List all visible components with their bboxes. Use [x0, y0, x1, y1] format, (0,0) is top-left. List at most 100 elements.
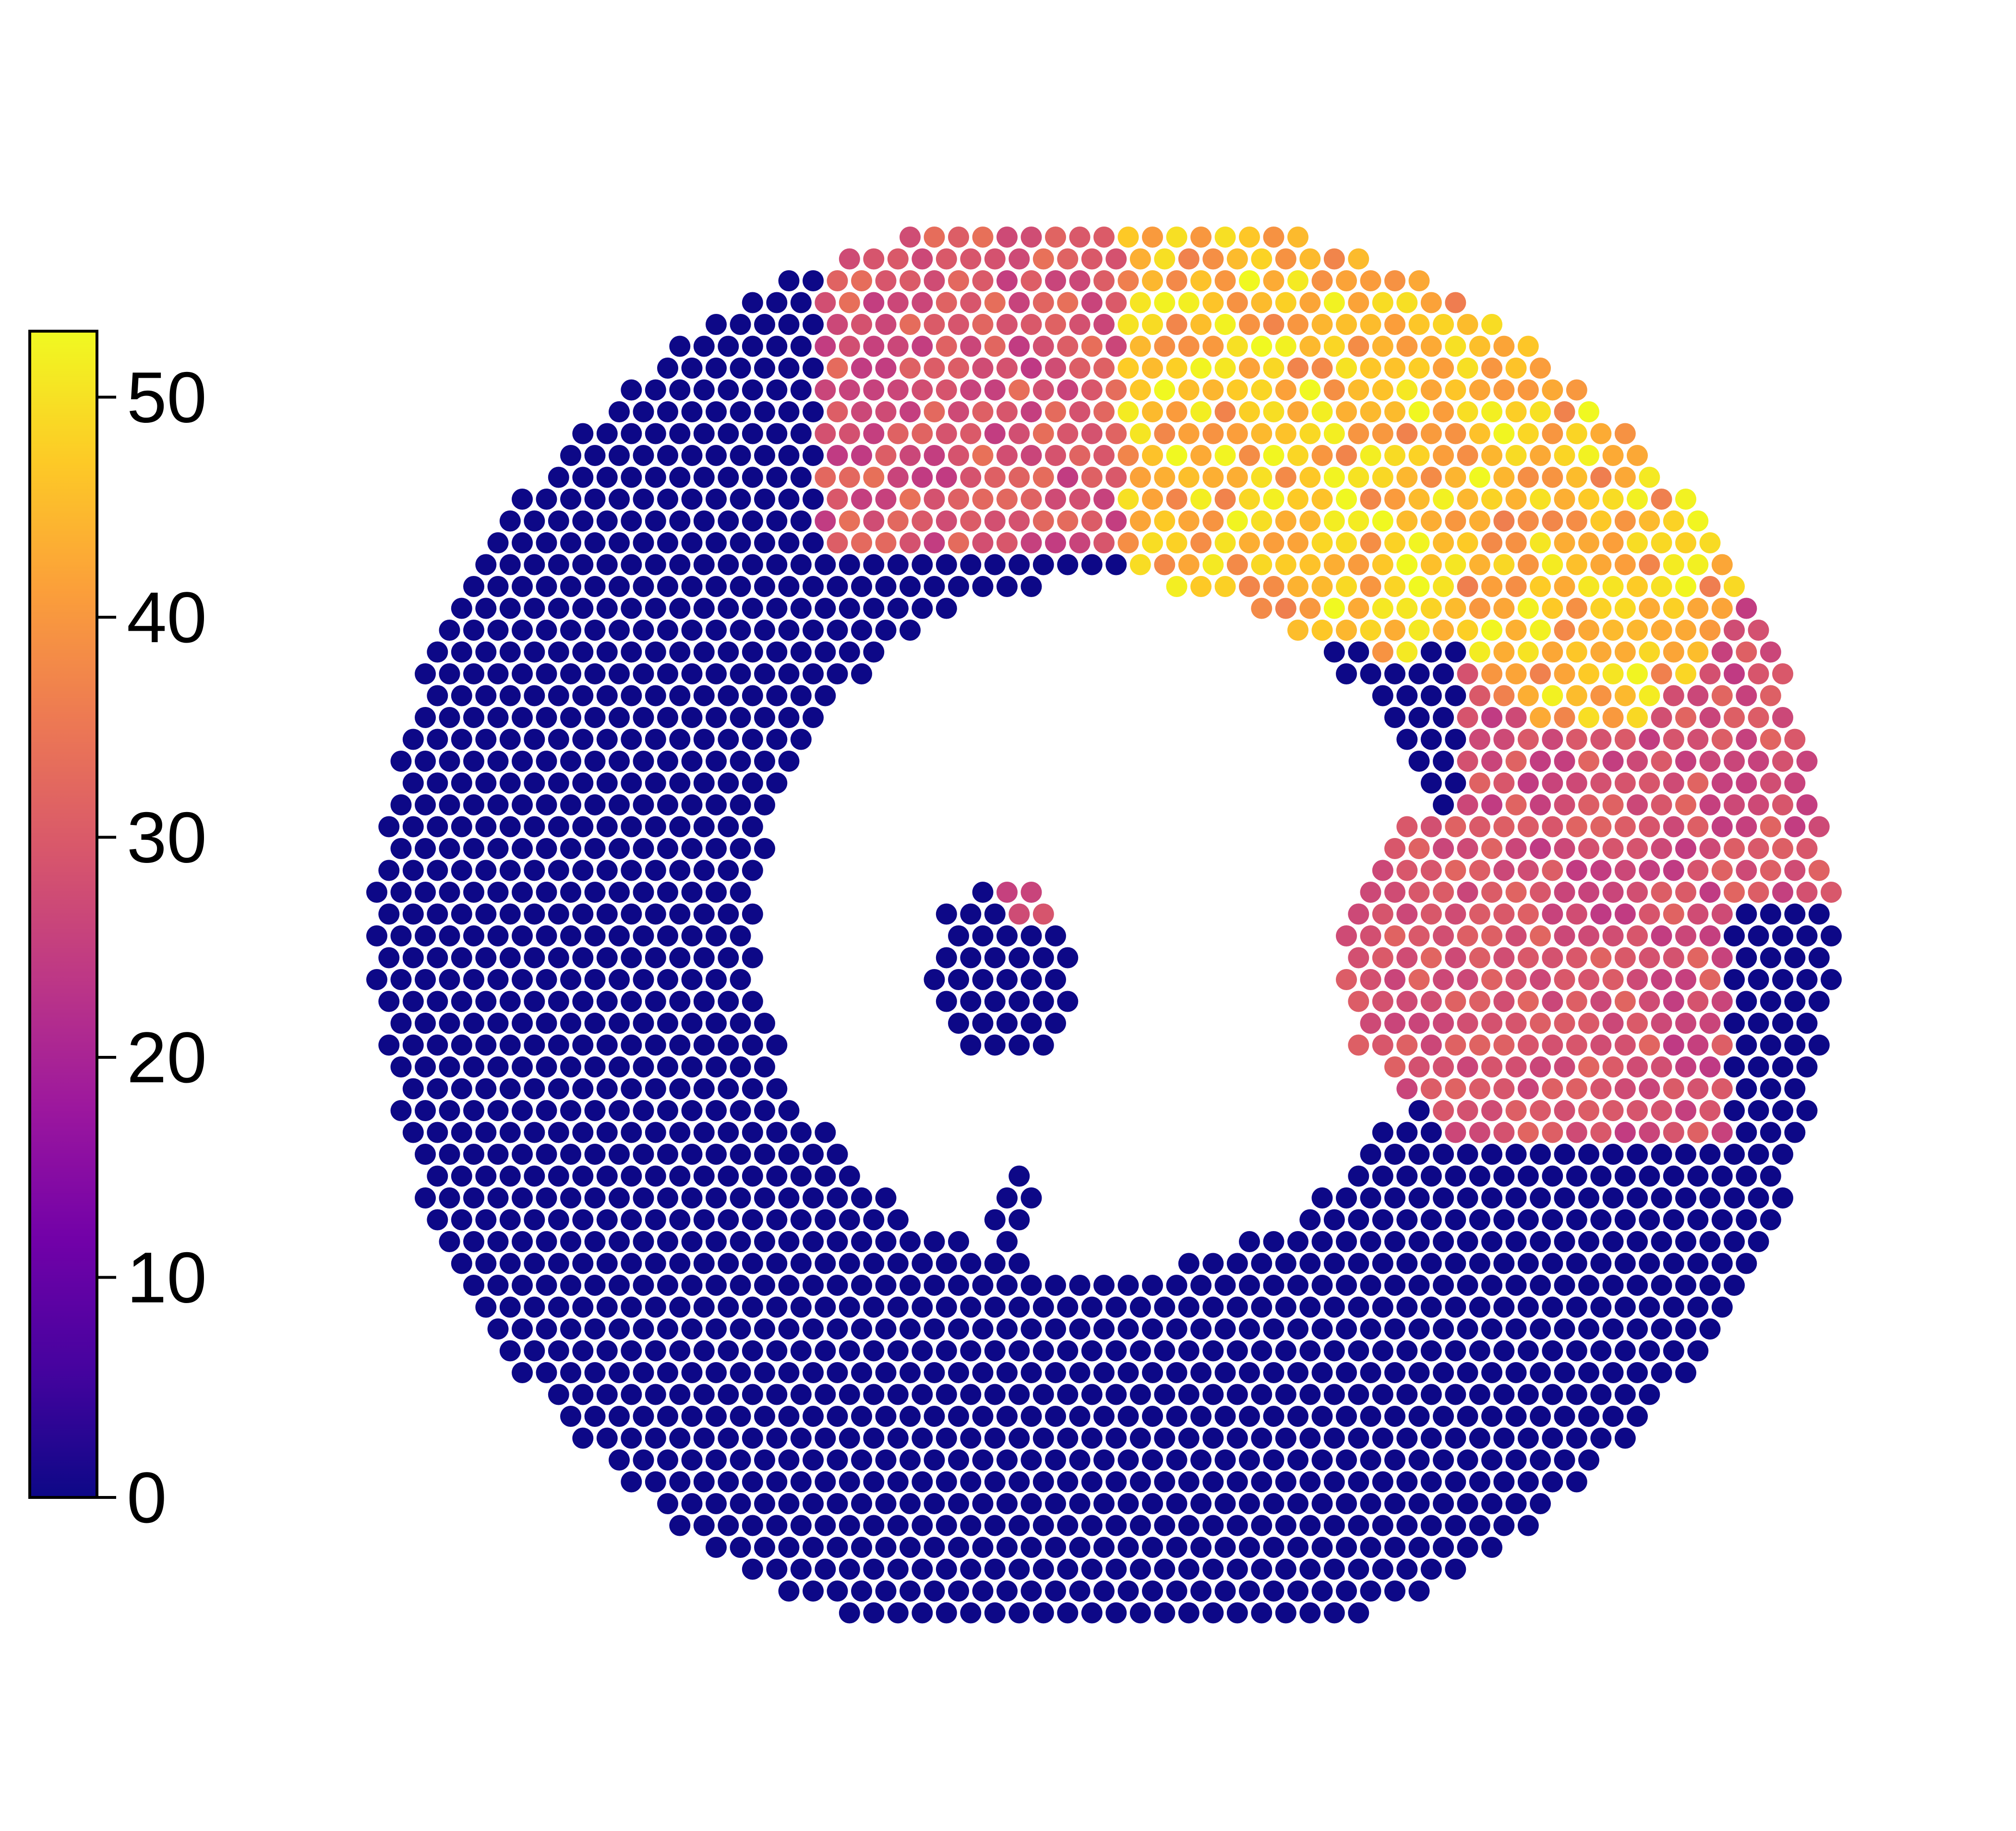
scatter-point [1178, 1471, 1200, 1493]
scatter-point [1372, 685, 1393, 706]
scatter-point [693, 947, 715, 969]
scatter-point [548, 554, 569, 575]
scatter-point [875, 1187, 897, 1209]
scatter-point [960, 1427, 982, 1449]
scatter-point [1760, 1078, 1781, 1100]
scatter-point [1032, 423, 1054, 444]
scatter-point [1360, 1449, 1381, 1471]
scatter-point [548, 467, 569, 488]
scatter-point [1505, 1362, 1527, 1383]
scatter-point [1178, 1558, 1200, 1580]
scatter-point [851, 1580, 872, 1602]
scatter-point [560, 882, 581, 903]
scatter-point [706, 314, 727, 335]
scatter-point [1008, 1340, 1030, 1362]
scatter-point [900, 358, 921, 379]
scatter-point [1627, 489, 1648, 510]
scatter-point [548, 510, 569, 532]
scatter-point [1008, 947, 1030, 969]
scatter-point [645, 816, 666, 838]
scatter-point [730, 882, 751, 903]
scatter-point [1336, 1187, 1357, 1209]
scatter-point [536, 576, 557, 597]
scatter-point [706, 751, 727, 772]
scatter-point [924, 1449, 945, 1471]
scatter-point [1566, 1165, 1587, 1187]
scatter-point [960, 1558, 982, 1580]
scatter-point [633, 401, 654, 422]
scatter-point [657, 1318, 678, 1340]
scatter-point [1251, 423, 1272, 444]
scatter-point [596, 510, 618, 532]
scatter-points [366, 227, 1842, 1624]
scatter-point [924, 1362, 945, 1383]
scatter-point [1178, 379, 1200, 401]
scatter-point [1675, 532, 1696, 553]
scatter-point [1420, 641, 1442, 663]
scatter-point [778, 663, 800, 684]
scatter-point [1348, 1253, 1369, 1274]
scatter-point [487, 925, 509, 946]
scatter-point [1239, 358, 1260, 379]
scatter-point [1093, 532, 1115, 553]
scatter-point [1566, 991, 1587, 1012]
scatter-point [1360, 969, 1381, 990]
scatter-point [936, 1558, 957, 1580]
scatter-point [1711, 860, 1733, 881]
scatter-point [754, 794, 775, 815]
scatter-point [1493, 379, 1515, 401]
scatter-point [1457, 1100, 1478, 1121]
scatter-point [960, 335, 982, 357]
scatter-point [548, 947, 569, 969]
scatter-point [1542, 685, 1563, 706]
scatter-point [1057, 1384, 1079, 1405]
scatter-point [1154, 510, 1176, 532]
scatter-point [1142, 1493, 1163, 1514]
scatter-point [1008, 1296, 1030, 1318]
scatter-point [1639, 816, 1660, 838]
scatter-point [1602, 445, 1624, 466]
scatter-point [1517, 860, 1539, 881]
scatter-point [706, 663, 727, 684]
scatter-point [1336, 1406, 1357, 1427]
scatter-point [1008, 510, 1030, 532]
scatter-point [1032, 1296, 1054, 1318]
scatter-point [1202, 292, 1224, 313]
scatter-point [912, 335, 933, 357]
scatter-point [912, 248, 933, 270]
scatter-point [1808, 860, 1830, 881]
scatter-point [1057, 947, 1079, 969]
scatter-point [972, 1275, 994, 1296]
scatter-point [1105, 1296, 1127, 1318]
scatter-point [1372, 1165, 1393, 1187]
colorbar-tick-label: 10 [127, 1237, 207, 1318]
scatter-point [1020, 1013, 1042, 1034]
scatter-point [996, 1187, 1018, 1209]
scatter-point [475, 947, 497, 969]
scatter-point [1311, 532, 1333, 553]
scatter-point [1614, 685, 1636, 706]
scatter-point [1748, 1056, 1769, 1077]
scatter-point [609, 445, 630, 466]
scatter-point [560, 532, 581, 553]
scatter-point [1299, 335, 1321, 357]
scatter-point [706, 489, 727, 510]
scatter-point [1760, 1165, 1781, 1187]
scatter-point [548, 1078, 569, 1100]
scatter-point [1190, 270, 1212, 291]
scatter-point [584, 882, 606, 903]
scatter-point [1045, 1406, 1066, 1427]
scatter-point [1287, 1231, 1308, 1252]
scatter-point [803, 1493, 824, 1514]
scatter-point [1384, 1275, 1405, 1296]
scatter-point [827, 1362, 848, 1383]
scatter-point [1178, 510, 1200, 532]
scatter-point [512, 707, 533, 728]
scatter-point [1590, 467, 1612, 488]
scatter-point [1651, 1100, 1672, 1121]
scatter-point [657, 969, 678, 990]
scatter-point [1190, 1537, 1212, 1558]
scatter-point [657, 489, 678, 510]
scatter-point [887, 1253, 909, 1274]
scatter-point [1433, 1449, 1454, 1471]
